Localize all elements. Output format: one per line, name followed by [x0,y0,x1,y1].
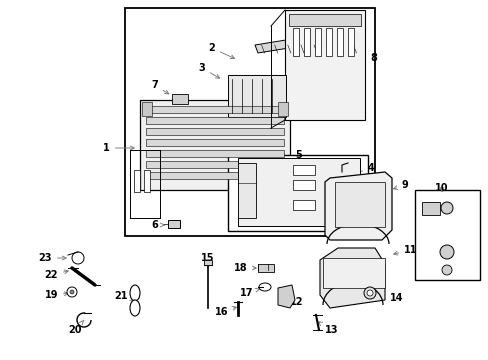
Bar [292,200,314,210]
Bar [227,75,285,117]
Bar [334,182,384,227]
Text: 6: 6 [151,220,164,230]
Bar [288,14,360,26]
Bar [292,165,314,175]
Polygon shape [421,202,439,215]
Text: 23: 23 [39,253,66,263]
Polygon shape [325,172,391,240]
Bar [278,102,287,116]
Text: 4: 4 [353,163,374,175]
Text: 22: 22 [44,270,68,280]
Ellipse shape [130,285,140,301]
Circle shape [70,290,74,294]
Ellipse shape [441,265,451,275]
Text: 21: 21 [114,291,134,301]
Text: 12: 12 [281,296,303,307]
Bar [172,94,187,104]
Ellipse shape [130,300,140,316]
Bar [146,150,284,157]
Bar [125,8,374,236]
Bar [347,28,353,56]
Text: 8: 8 [358,53,376,64]
Bar [203,260,212,265]
Bar [314,28,320,56]
Text: 20: 20 [68,320,84,335]
Bar [227,155,367,231]
Text: 7: 7 [151,80,168,94]
Text: 17: 17 [239,288,259,298]
Text: 11: 11 [393,245,417,255]
Bar [325,28,331,56]
Bar [323,258,384,288]
Circle shape [366,290,372,296]
Text: 16: 16 [214,306,236,317]
Ellipse shape [439,245,453,259]
Bar [146,128,284,135]
Bar [304,28,309,56]
Bar [146,117,284,124]
Bar [146,106,284,113]
Polygon shape [319,248,384,308]
Text: 14: 14 [378,293,403,303]
Text: 10: 10 [434,183,448,193]
Bar [146,161,284,168]
Text: 18: 18 [234,263,256,273]
Bar [292,28,298,56]
Bar [238,158,359,226]
Ellipse shape [440,202,452,214]
Circle shape [363,287,375,299]
Bar [285,10,364,120]
Bar [143,170,150,192]
Bar [414,190,479,280]
Bar [336,28,342,56]
Text: 13: 13 [318,322,338,335]
Text: 19: 19 [44,290,68,300]
Text: 9: 9 [393,180,408,190]
Bar [140,100,289,190]
Bar [238,163,256,218]
Circle shape [72,252,84,264]
Text: 5: 5 [287,150,301,163]
Ellipse shape [259,283,270,291]
Text: 3: 3 [198,63,219,78]
Polygon shape [278,285,294,308]
Bar [168,220,180,228]
Polygon shape [254,28,362,53]
Bar [146,172,284,179]
Text: 2: 2 [208,43,234,59]
Bar [292,180,314,190]
Circle shape [67,287,77,297]
Text: 1: 1 [103,143,134,153]
Bar [142,102,152,116]
Bar [258,264,273,272]
Bar [146,139,284,146]
Bar [134,170,140,192]
Text: 15: 15 [201,253,214,267]
